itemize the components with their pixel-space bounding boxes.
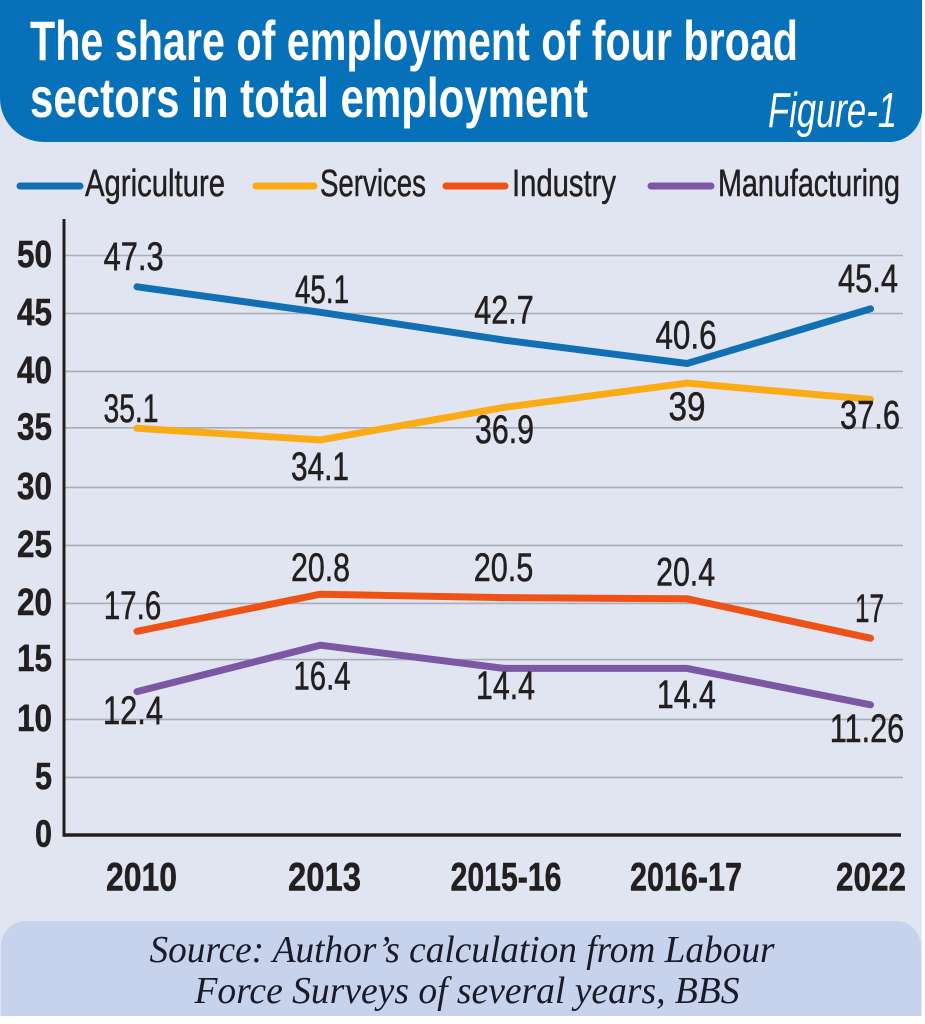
svg-text:2015-16: 2015-16 (451, 856, 562, 900)
svg-text:45.1: 45.1 (295, 268, 349, 312)
svg-text:Industry: Industry (512, 163, 616, 205)
svg-text:Services: Services (320, 163, 426, 205)
svg-text:25: 25 (17, 524, 52, 566)
svg-text:34.1: 34.1 (291, 445, 349, 489)
svg-text:39: 39 (669, 385, 706, 429)
svg-text:45.4: 45.4 (838, 257, 898, 301)
svg-text:36.9: 36.9 (475, 408, 534, 452)
svg-text:16.4: 16.4 (294, 655, 351, 699)
svg-text:50: 50 (17, 234, 52, 276)
svg-text:14.4: 14.4 (657, 673, 716, 717)
svg-text:40: 40 (17, 350, 52, 392)
svg-text:The share of employment of fou: The share of employment of four broad (30, 9, 798, 72)
svg-text:Figure-1: Figure-1 (768, 83, 897, 138)
svg-text:17.6: 17.6 (104, 584, 162, 628)
svg-text:20.4: 20.4 (656, 551, 715, 595)
svg-text:2016-17: 2016-17 (630, 856, 742, 900)
svg-text:45: 45 (17, 292, 52, 334)
svg-text:11.26: 11.26 (830, 707, 905, 751)
svg-text:20.5: 20.5 (474, 546, 534, 590)
svg-text:2013: 2013 (288, 856, 361, 900)
svg-text:35: 35 (17, 406, 52, 448)
svg-text:10: 10 (17, 698, 52, 740)
svg-text:0: 0 (35, 813, 52, 855)
svg-text:Force Surveys of several years: Force Surveys of several years, BBS (194, 970, 740, 1012)
svg-text:5: 5 (35, 756, 52, 798)
svg-text:12.4: 12.4 (103, 689, 163, 733)
svg-text:20.8: 20.8 (291, 546, 350, 590)
svg-text:42.7: 42.7 (474, 289, 534, 333)
svg-text:37.6: 37.6 (840, 394, 900, 438)
svg-text:40.6: 40.6 (656, 314, 717, 358)
svg-text:Agriculture: Agriculture (85, 163, 225, 205)
svg-text:sectors in total employment: sectors in total employment (30, 66, 588, 129)
svg-text:2010: 2010 (106, 856, 177, 900)
svg-text:47.3: 47.3 (104, 235, 164, 279)
svg-text:15: 15 (17, 638, 52, 680)
svg-text:20: 20 (17, 582, 52, 624)
svg-text:2022: 2022 (836, 856, 906, 900)
svg-text:Source: Author’s calculation f: Source: Author’s calculation from Labour (150, 929, 775, 971)
svg-text:14.4: 14.4 (476, 664, 535, 708)
svg-text:Manufacturing: Manufacturing (718, 163, 900, 205)
svg-text:17: 17 (855, 587, 884, 631)
svg-text:35.1: 35.1 (104, 387, 159, 431)
svg-text:30: 30 (17, 466, 52, 508)
